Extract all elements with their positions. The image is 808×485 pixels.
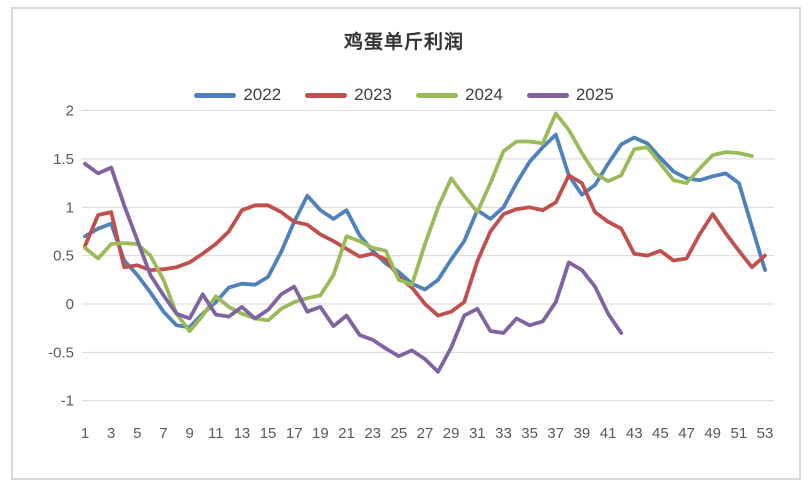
x-axis-tick-label: 37 <box>547 425 564 442</box>
legend-swatch-icon <box>194 92 237 98</box>
series-line-2023 <box>83 173 767 318</box>
x-axis-tick-label: 39 <box>574 425 591 442</box>
x-axis-tick-label: 47 <box>678 425 695 442</box>
x-axis-tick-label: 33 <box>495 425 512 442</box>
y-axis-tick-label: -1 <box>61 393 74 410</box>
legend-swatch-icon <box>305 92 348 98</box>
legend-label: 2024 <box>465 85 503 104</box>
x-axis-tick-label: 11 <box>208 425 224 442</box>
y-axis-tick-label: 1.5 <box>53 151 74 168</box>
x-axis-tick-label: 23 <box>364 425 381 442</box>
x-axis-tick-label: 25 <box>391 425 408 442</box>
legend-item-2025: 2025 <box>526 85 614 105</box>
x-axis-tick-label: 9 <box>185 425 193 442</box>
legend-item-2023: 2023 <box>305 85 392 105</box>
y-axis-tick-label: 0.5 <box>53 248 74 265</box>
series-line-2022 <box>83 132 767 330</box>
x-axis-tick-label: 3 <box>107 425 115 442</box>
legend-swatch-icon <box>526 92 569 98</box>
series-line-2024 <box>83 111 754 334</box>
y-axis-tick-label: -0.5 <box>48 344 74 361</box>
x-axis-tick-label: 35 <box>521 425 538 442</box>
x-axis-tick-label: 31 <box>469 425 486 442</box>
chart-title: 鸡蛋单斤利润 <box>343 32 464 53</box>
x-axis-tick-label: 49 <box>704 425 721 442</box>
x-axis-tick-label: 43 <box>626 425 643 442</box>
x-axis-tick-label: 7 <box>159 425 167 442</box>
x-axis-tick-label: 27 <box>417 425 434 442</box>
x-axis-tick-label: 1 <box>81 425 89 442</box>
series-line-2025 <box>83 161 624 374</box>
x-axis-tick-label: 21 <box>338 425 355 442</box>
x-axis-tick-label: 17 <box>286 425 303 442</box>
x-axis-tick-label: 41 <box>600 425 617 442</box>
chart-legend: 2022 2023 2024 2025 <box>0 85 808 105</box>
x-axis-tick-label: 5 <box>133 425 141 442</box>
x-axis-tick-label: 19 <box>312 425 329 442</box>
x-axis-tick-label: 29 <box>443 425 460 442</box>
legend-item-2022: 2022 <box>194 85 281 105</box>
x-axis-tick-label: 53 <box>757 425 774 442</box>
legend-label: 2023 <box>354 85 392 104</box>
x-axis-tick-label: 13 <box>234 425 251 442</box>
x-axis-tick-label: 15 <box>260 425 277 442</box>
y-axis-tick-label: 2 <box>66 103 74 120</box>
x-axis-tick-label: 45 <box>652 425 669 442</box>
legend-label: 2025 <box>575 85 614 104</box>
y-axis-tick-label: 1 <box>66 199 74 216</box>
legend-label: 2022 <box>243 85 282 104</box>
x-axis-tick-label: 51 <box>731 425 748 442</box>
legend-swatch-icon <box>416 92 458 98</box>
y-axis-tick-label: 0 <box>66 296 74 313</box>
legend-item-2024: 2024 <box>416 85 503 105</box>
